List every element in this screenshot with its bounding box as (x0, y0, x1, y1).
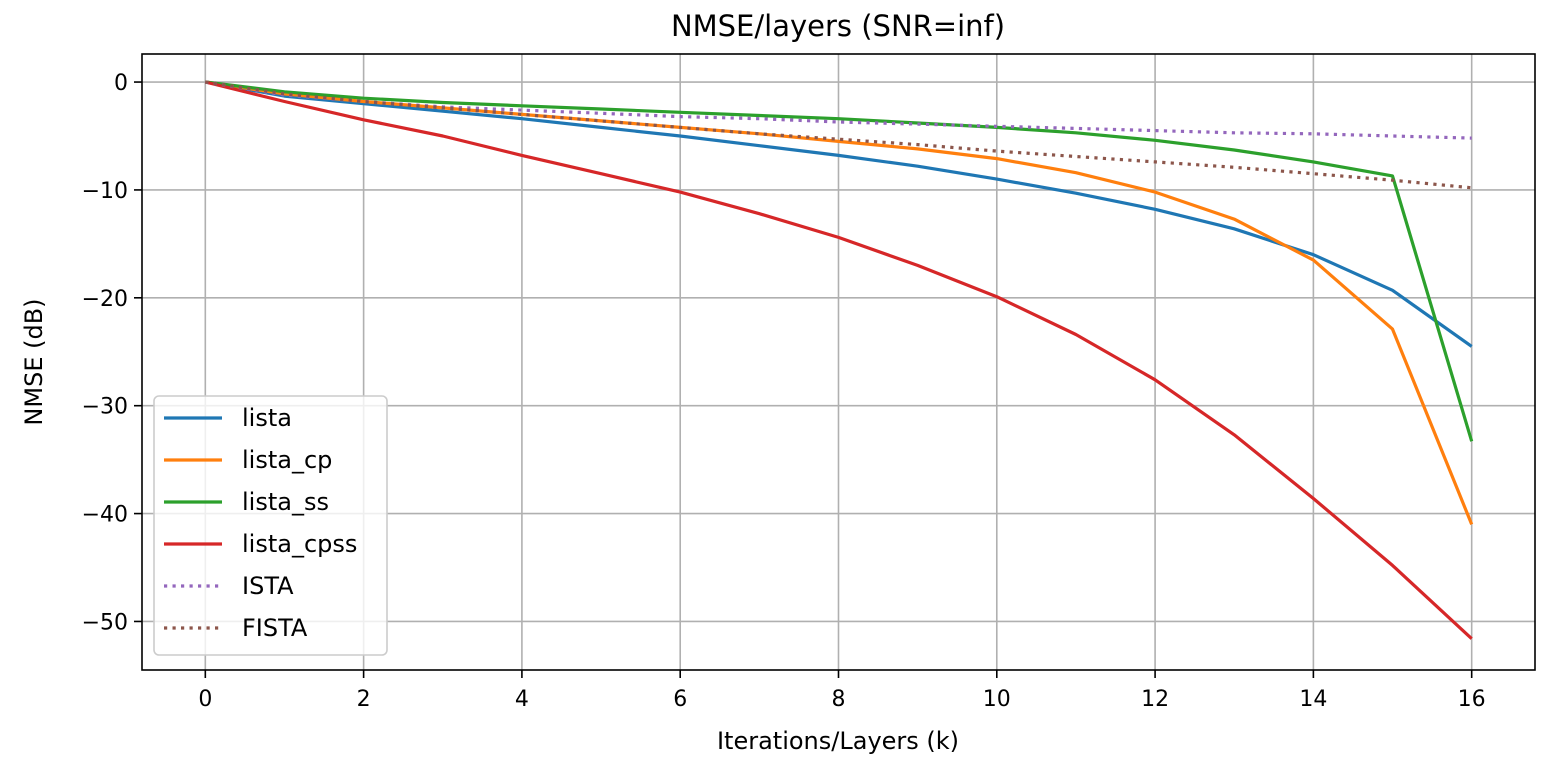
x-axis-label: Iterations/Layers (k) (717, 727, 959, 755)
legend-label: FISTA (242, 614, 308, 642)
ticks: 0 2 4 6 8 10 12 14 16 0 −10 −20 −30 −40 −50 (82, 71, 1486, 712)
series-line-lista-ss (205, 80, 1474, 442)
y-tick-label: −30 (82, 395, 128, 420)
x-tick-label: 2 (357, 687, 371, 712)
legend-label: lista (242, 404, 292, 432)
x-tick-label: 6 (673, 687, 687, 712)
x-tick-label: 12 (1141, 687, 1169, 712)
x-tick-label: 14 (1299, 687, 1327, 712)
x-tick-label: 16 (1458, 687, 1486, 712)
legend-label: ISTA (242, 572, 294, 600)
y-tick-label: −40 (82, 503, 128, 528)
grid (142, 54, 1535, 670)
y-tick-label: 0 (114, 71, 128, 96)
y-tick-label: −50 (82, 610, 128, 635)
series-line-lista (205, 80, 1473, 348)
y-axis-label: NMSE (dB) (20, 298, 48, 425)
y-tick-label: −20 (82, 287, 128, 312)
x-tick-label: 0 (198, 687, 212, 712)
legend-label: lista_ss (242, 488, 329, 516)
y-tick-label: −10 (82, 179, 128, 204)
legend: lista lista_cp lista_ss lista_cpss ISTA FISTA (153, 395, 388, 656)
series-line-fista (205, 80, 1472, 190)
series-line-ista (205, 80, 1472, 140)
legend-label: lista_cp (242, 446, 332, 474)
x-tick-label: 4 (515, 687, 529, 712)
series-layer (204, 80, 1474, 640)
x-tick-label: 10 (983, 687, 1011, 712)
chart-title: NMSE/layers (SNR=inf) (671, 9, 1005, 43)
legend-label: lista_cpss (242, 530, 357, 558)
series-line-lista-cpss (204, 80, 1473, 640)
x-tick-label: 8 (832, 687, 846, 712)
